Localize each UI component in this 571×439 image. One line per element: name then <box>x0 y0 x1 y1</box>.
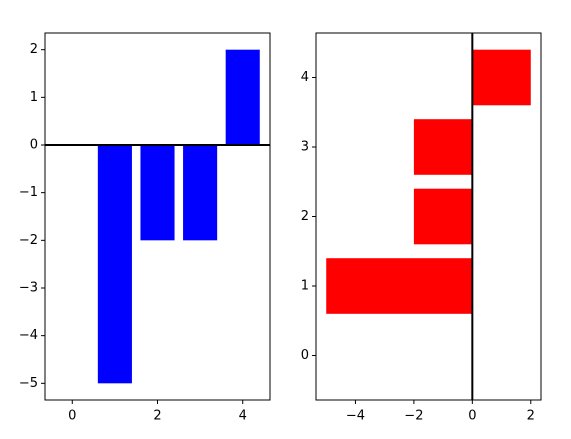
y-tick-label: 3 <box>301 139 309 154</box>
y-tick-label: 0 <box>301 348 309 363</box>
y-tick-label: 1 <box>301 279 309 294</box>
bar <box>413 119 473 175</box>
bar <box>140 145 175 241</box>
y-tick-label: −3 <box>19 280 38 295</box>
y-tick-label: 2 <box>30 42 38 57</box>
x-tick-label: 2 <box>527 409 535 424</box>
y-tick-label: 0 <box>30 138 38 153</box>
y-tick-label: −4 <box>19 328 38 343</box>
x-tick-label: 4 <box>239 409 247 424</box>
x-tick-label: −2 <box>404 409 423 424</box>
x-tick-label: 0 <box>68 409 76 424</box>
x-tick-label: 0 <box>468 409 476 424</box>
x-tick-label: 2 <box>153 409 161 424</box>
y-tick-label: −1 <box>19 185 38 200</box>
y-tick-label: 1 <box>30 90 38 105</box>
y-tick-label: −5 <box>19 376 38 391</box>
bar <box>326 258 473 314</box>
bar <box>225 49 260 146</box>
y-tick-label: 4 <box>301 70 309 85</box>
bar <box>183 145 218 241</box>
bar <box>472 49 531 106</box>
bar <box>97 145 132 384</box>
y-tick-label: 2 <box>301 209 309 224</box>
x-tick-label: −4 <box>346 409 365 424</box>
bar <box>413 188 473 245</box>
y-tick-label: −2 <box>19 233 38 248</box>
